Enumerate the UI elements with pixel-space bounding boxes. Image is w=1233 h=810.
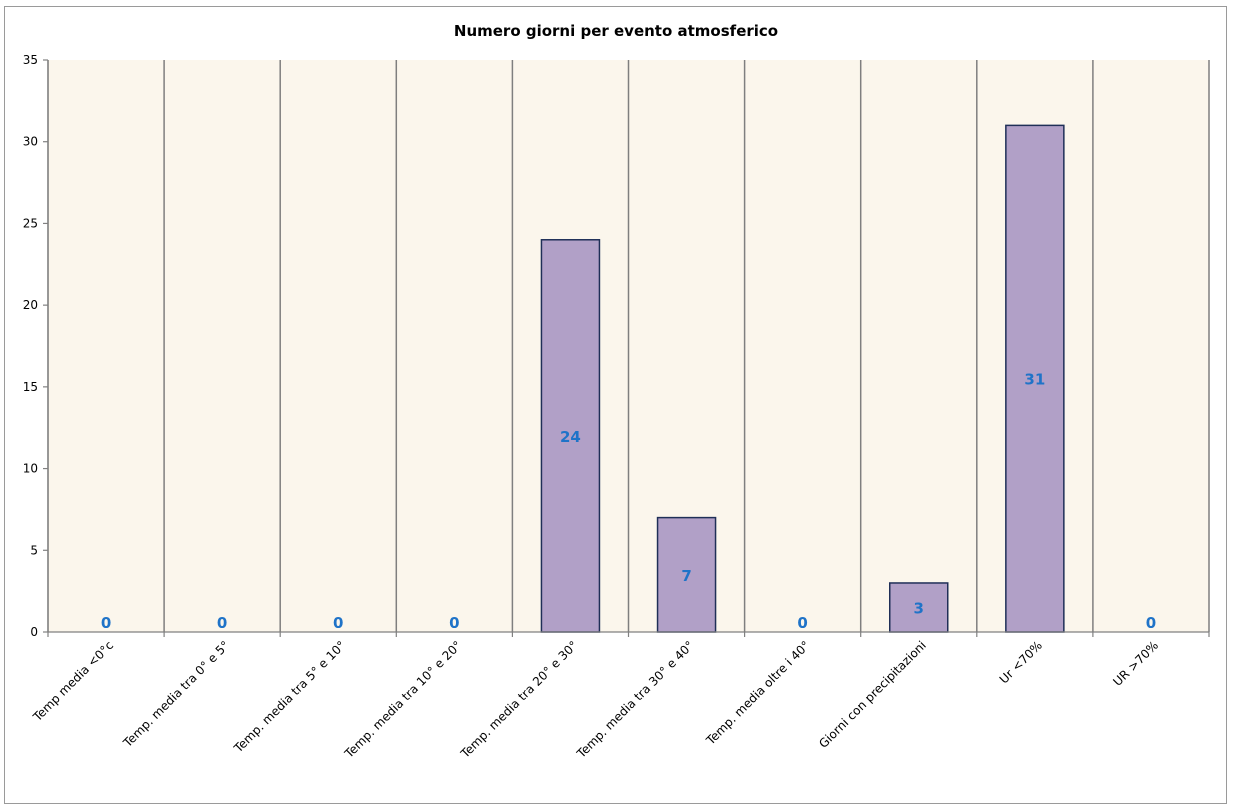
gridlines: [47, 60, 1210, 632]
x-tick-label: Temp. media oltre i 40°: [703, 638, 813, 748]
bar: [1005, 124, 1065, 633]
y-tick-label: 10: [23, 462, 38, 476]
data-label: 0: [333, 614, 343, 632]
y-tick-label: 20: [23, 298, 38, 312]
data-label: 31: [1024, 371, 1045, 389]
bar: [540, 239, 601, 633]
data-label: 0: [217, 614, 227, 632]
x-tick-label: Temp media <0°c: [30, 638, 116, 724]
data-label: 3: [914, 599, 924, 617]
axes: [47, 60, 1210, 637]
data-label: 0: [449, 614, 459, 632]
x-tick-label: Temp. media tra 20° e 30°: [457, 638, 580, 761]
y-tick-label: 30: [23, 135, 38, 149]
x-tick-label: Ur <70%: [997, 638, 1045, 686]
x-tick-label: Temp. media tra 10° e 20°: [341, 638, 464, 761]
x-tick-label: Temp. media tra 5° e 10°: [231, 638, 349, 756]
data-label: 7: [681, 567, 691, 585]
bar: [889, 582, 949, 633]
data-label: 0: [101, 614, 111, 632]
y-axis-ticks: 0 5 10 15 20 25 30 35: [23, 53, 48, 639]
bars: [540, 124, 1065, 633]
bar: [656, 516, 717, 633]
chart-title: Numero giorni per evento atmosferico: [454, 22, 778, 40]
y-tick-label: 5: [30, 543, 38, 557]
data-label: 0: [797, 614, 807, 632]
data-label: 24: [560, 428, 581, 446]
data-labels: 0 0 0 0 24 7 0 3 31 0: [101, 371, 1156, 632]
y-tick-label: 15: [23, 380, 38, 394]
data-label: 0: [1146, 614, 1156, 632]
x-tick-label: Giorni con precipitazioni: [816, 638, 929, 751]
x-tick-label: Temp. media tra 0° e 5°: [120, 638, 232, 750]
x-axis-labels: Temp media <0°c Temp. media tra 0° e 5° Te…: [30, 638, 1161, 761]
x-tick-label: Temp. media tra 30° e 40°: [574, 638, 697, 761]
y-tick-label: 0: [30, 625, 38, 639]
x-tick-label: UR >70%: [1110, 638, 1161, 689]
y-tick-label: 35: [23, 53, 38, 67]
y-tick-label: 25: [23, 216, 38, 230]
